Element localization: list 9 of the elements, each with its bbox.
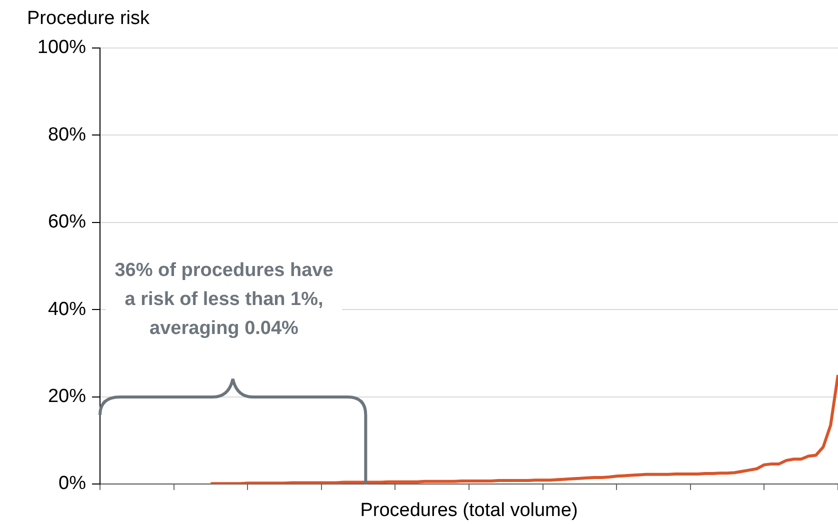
y-tick-label: 60% — [48, 212, 86, 233]
y-tick-label: 100% — [37, 37, 86, 58]
y-tick-label: 20% — [48, 386, 86, 408]
y-axis-title: Procedure risk — [27, 8, 150, 30]
y-tick-label: 40% — [48, 298, 86, 320]
y-tick-label: 80% — [48, 124, 86, 146]
y-tick-label: 0% — [58, 473, 86, 494]
x-axis-title: Procedures (total volume) — [360, 500, 578, 522]
annotation: 36% of procedures have a risk of less than 1%, averaging 0.04% — [106, 256, 342, 343]
